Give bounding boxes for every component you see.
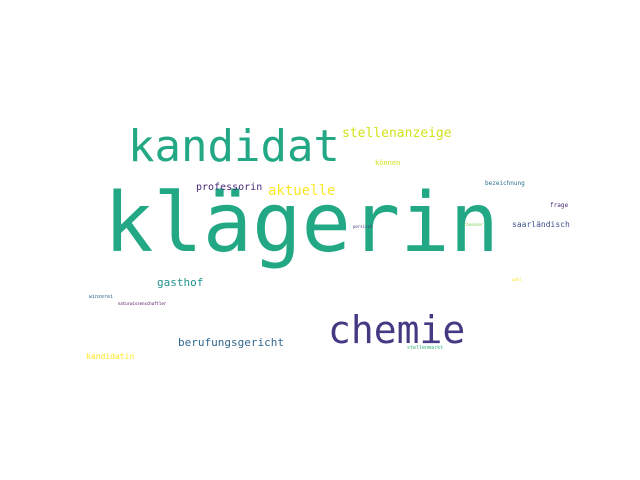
word-naturwissenschaftler: naturwissenschaftler bbox=[118, 301, 167, 306]
word-stellenmarkt: stellenmarkt bbox=[407, 345, 444, 351]
word-frage: frage bbox=[550, 202, 569, 209]
word-saarlaendisch: saarländisch bbox=[512, 220, 570, 229]
word-wahl: wahl bbox=[512, 277, 522, 282]
word-stellenanzeige: stellenanzeige bbox=[342, 126, 452, 141]
word-klaegerin: klägerin bbox=[104, 176, 499, 271]
word-cloud: klägerin kandidat chemie stellenanzeige … bbox=[80, 115, 576, 373]
word-koennen: können bbox=[375, 159, 401, 167]
word-winzerei: winzerei bbox=[89, 294, 114, 300]
word-gasthof: gasthof bbox=[157, 276, 204, 289]
word-persisch: persisch bbox=[353, 224, 373, 229]
word-professorin: professorin bbox=[196, 182, 263, 193]
word-kandidatin: kandidatin bbox=[86, 352, 135, 361]
word-berufungsgericht: berufungsgericht bbox=[178, 336, 284, 349]
word-aktuelle: aktuelle bbox=[268, 183, 336, 199]
word-chemie: chemie bbox=[328, 308, 466, 352]
word-chemiker: chemiker bbox=[464, 222, 484, 227]
word-kandidat: kandidat bbox=[128, 121, 340, 172]
word-bezeichnung: bezeichnung bbox=[485, 180, 525, 187]
